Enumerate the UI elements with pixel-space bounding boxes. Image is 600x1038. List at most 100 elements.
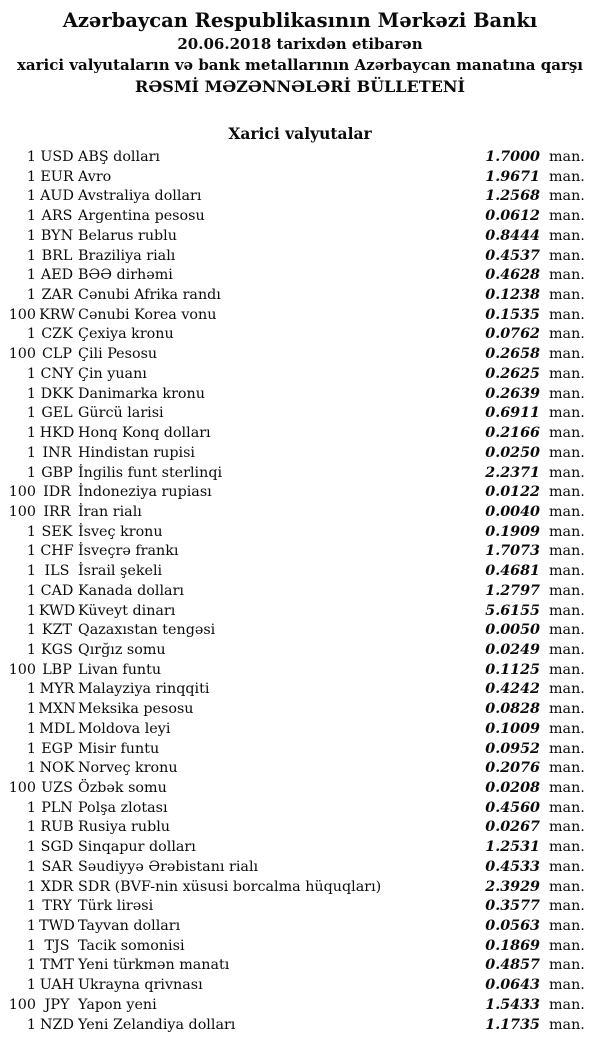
rate-value: 2.3929 xyxy=(485,878,540,895)
nominal-value: 1 xyxy=(26,563,36,580)
rate-row: 1 PLN Polşa zlotası 0.4560 man. xyxy=(0,799,600,819)
rate-value: 0.8444 xyxy=(485,227,540,244)
nominal-value: 1 xyxy=(26,602,36,619)
nominal-value: 1 xyxy=(26,227,36,244)
currency-name: Yeni türkmən manatı xyxy=(78,957,230,974)
rate-value: 0.0612 xyxy=(485,208,540,225)
bulletin-subtitle-line: xarici valyutaların və bank metallarının… xyxy=(16,56,584,74)
nominal-value: 1 xyxy=(26,898,36,915)
rate-row: 1 NZD Yeni Zelandiya dolları 1.1735 man. xyxy=(0,1016,600,1036)
rate-value: 0.4560 xyxy=(485,799,540,816)
rate-row: 1 ARS Argentina pesosu 0.0612 man. xyxy=(0,207,600,227)
currency-code: TWD xyxy=(39,918,75,935)
rates-table: 1 USD ABŞ dolları 1.7000 man. 1 EUR Avro… xyxy=(0,148,600,1035)
nominal-value: 1 xyxy=(26,385,36,402)
unit-label: man. xyxy=(549,405,585,422)
rate-row: 100 CLP Çili Pesosu 0.2658 man. xyxy=(0,345,600,365)
unit-label: man. xyxy=(549,740,585,757)
currency-code: USD xyxy=(40,149,74,165)
nominal-value: 1 xyxy=(26,957,36,974)
currency-code: IDR xyxy=(43,484,71,501)
nominal-value: 1 xyxy=(26,977,36,994)
currency-name: Rusiya rublu xyxy=(78,819,171,836)
nominal-value: 1 xyxy=(26,858,36,875)
nominal-value: 1 xyxy=(26,1016,36,1033)
nominal-value: 1 xyxy=(26,839,36,856)
unit-label: man. xyxy=(549,622,585,639)
nominal-value: 1 xyxy=(26,168,36,185)
nominal-value: 1 xyxy=(26,444,36,461)
currency-name: Cənubi Korea vonu xyxy=(78,306,217,323)
currency-name: İsveçrə frankı xyxy=(78,543,179,560)
rate-row: 1 INR Hindistan rupisi 0.0250 man. xyxy=(0,444,600,464)
rate-row: 100 UZS Özbək somu 0.0208 man. xyxy=(0,779,600,799)
rate-value: 0.1909 xyxy=(485,523,540,540)
rate-row: 1 GEL Gürcü larisi 0.6911 man. xyxy=(0,404,600,424)
nominal-value: 100 xyxy=(8,780,36,796)
nominal-value: 1 xyxy=(26,543,36,560)
currency-name: Çin yuanı xyxy=(78,365,147,382)
nominal-value: 1 xyxy=(26,149,36,165)
rate-row: 1 DKK Danimarka kronu 0.2639 man. xyxy=(0,385,600,405)
rate-value: 0.0208 xyxy=(485,780,540,796)
currency-code: ARS xyxy=(41,208,73,225)
nominal-value: 1 xyxy=(26,641,36,658)
currency-name: Küveyt dinarı xyxy=(78,602,176,619)
unit-label: man. xyxy=(549,977,585,994)
rate-value: 0.3577 xyxy=(485,898,540,915)
unit-label: man. xyxy=(549,937,585,954)
nominal-value: 1 xyxy=(26,918,36,935)
rate-row: 1 XDR SDR (BVF-nin xüsusi borcalma hüquq… xyxy=(0,878,600,898)
rate-value: 0.1869 xyxy=(485,937,540,954)
rate-row: 1 GBP İngilis funt sterlinqi 2.2371 man. xyxy=(0,464,600,484)
nominal-value: 1 xyxy=(26,720,36,737)
rate-value: 1.2531 xyxy=(485,839,540,856)
nominal-value: 1 xyxy=(26,681,36,698)
currency-code: CZK xyxy=(41,326,73,343)
rate-row: 1 SEK İsveç kronu 0.1909 man. xyxy=(0,523,600,543)
nominal-value: 1 xyxy=(26,740,36,757)
unit-label: man. xyxy=(549,306,585,323)
nominal-value: 1 xyxy=(26,267,36,284)
unit-label: man. xyxy=(549,464,585,481)
currency-name: Kanada dolları xyxy=(78,582,184,599)
unit-label: man. xyxy=(549,898,585,915)
unit-label: man. xyxy=(549,444,585,461)
currency-code: NZD xyxy=(40,1016,74,1033)
currency-code: CLP xyxy=(41,346,73,363)
rate-row: 100 IRR İran rialı 0.0040 man. xyxy=(0,503,600,523)
currency-code: XDR xyxy=(40,878,74,895)
rate-value: 0.4628 xyxy=(485,267,540,284)
unit-label: man. xyxy=(549,918,585,935)
currency-name: Braziliya rialı xyxy=(78,247,176,264)
rate-value: 0.0952 xyxy=(485,740,540,757)
unit-label: man. xyxy=(549,641,585,658)
rate-row: 1 SAR Səudiyyə Ərəbistanı rialı 0.4533 m… xyxy=(0,858,600,878)
rate-value: 0.4681 xyxy=(485,563,540,580)
rate-value: 1.7000 xyxy=(485,149,540,165)
rate-value: 0.4857 xyxy=(485,957,540,974)
rate-row: 1 MYR Malayziya rinqqiti 0.4242 man. xyxy=(0,680,600,700)
bank-name-title: Azərbaycan Respublikasının Mərkəzi Bankı xyxy=(62,9,538,32)
nominal-value: 1 xyxy=(26,188,36,205)
currency-name: Gürcü larisi xyxy=(78,405,164,422)
currency-name: Qırğız somu xyxy=(78,641,166,658)
currency-name: Sinqapur dolları xyxy=(78,839,196,856)
currency-name: Danimarka kronu xyxy=(78,385,205,402)
unit-label: man. xyxy=(549,326,585,343)
unit-label: man. xyxy=(549,681,585,698)
currency-code: BYN xyxy=(40,227,74,244)
currency-name: BƏƏ dirhəmi xyxy=(78,267,173,284)
currency-name: Yeni Zelandiya dolları xyxy=(78,1016,236,1033)
currency-name: Meksika pesosu xyxy=(78,701,194,718)
currency-code: ZAR xyxy=(41,287,73,304)
currency-code: DKK xyxy=(40,385,74,402)
rate-value: 1.5433 xyxy=(485,996,540,1013)
currency-code: EGP xyxy=(41,740,73,757)
currency-name: Türk lirəsi xyxy=(78,898,154,915)
currency-name: ABŞ dolları xyxy=(78,149,161,165)
rate-row: 1 KZT Qazaxıstan tengəsi 0.0050 man. xyxy=(0,621,600,641)
currency-name: Çexiya kronu xyxy=(78,326,174,343)
section-title-foreign-currencies: Xarici valyutalar xyxy=(228,124,372,143)
rate-row: 1 CNY Çin yuanı 0.2625 man. xyxy=(0,365,600,385)
